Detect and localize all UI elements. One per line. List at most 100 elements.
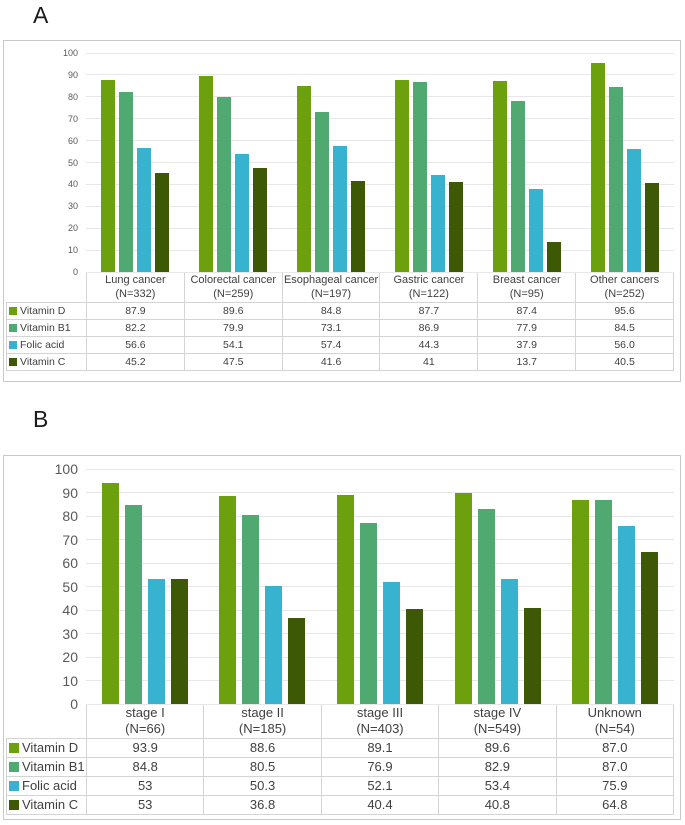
- gridline: [86, 162, 674, 163]
- legend-swatch-vitamin-b1: [9, 324, 17, 332]
- value-cell: 95.6: [575, 302, 674, 320]
- bar-group: [576, 53, 674, 272]
- gridline: [86, 609, 674, 611]
- value-cell: 84.8: [281, 302, 381, 320]
- y-axis-tick-label: 100: [54, 461, 78, 477]
- bar-vitamin-b1: [119, 91, 133, 272]
- gridline: [86, 249, 674, 251]
- legend-cell: Vitamin D: [6, 737, 87, 758]
- y-axis-tick-label: 40: [62, 602, 78, 618]
- legend-series-name: Vitamin B1: [20, 322, 71, 334]
- bar-vitamin-c: [253, 167, 267, 272]
- bar-vitamin-b1: [609, 86, 623, 272]
- bar-vitamin-c: [523, 608, 541, 704]
- bar-vitamin-c: [405, 609, 423, 704]
- legend-cell: Vitamin B1: [6, 756, 87, 777]
- bar-vitamin-d: [591, 62, 605, 272]
- category-header-cell: Colorectal cancer (N=259): [183, 272, 283, 303]
- table-row: Folic acid 56.6 54.1 57.4 44.3 37.9 56.0: [6, 336, 674, 354]
- y-axis-tick-label: 90: [67, 69, 78, 80]
- y-axis-tick-label: 60: [62, 555, 78, 571]
- value-cell: 44.3: [379, 336, 479, 354]
- legend-cell: Vitamin D: [6, 302, 87, 320]
- bar-vitamin-b1: [595, 499, 613, 704]
- legend-swatch-vitamin-b1: [9, 762, 19, 772]
- bar-vitamin-d: [199, 75, 213, 272]
- bar-group: [380, 53, 478, 272]
- value-cell: 87.4: [477, 302, 577, 320]
- table-row: Vitamin B1 84.8 80.5 76.9 82.9 87.0: [6, 756, 675, 777]
- value-cell: 41: [379, 353, 479, 371]
- category-header-cell: Gastric cancer (N=122): [379, 272, 479, 303]
- value-cell: 84.8: [85, 756, 205, 777]
- value-cell: 76.9: [320, 756, 440, 777]
- value-cell: 82.2: [86, 319, 185, 337]
- category-n-count: (N=122): [408, 287, 449, 300]
- value-cell: 75.9: [555, 775, 675, 796]
- category-header-cell: Unknown (N=54): [555, 704, 675, 739]
- bar-vitamin-d: [101, 79, 115, 272]
- category-n-count: (N=332): [115, 287, 156, 300]
- y-axis-tick-label: 90: [62, 484, 78, 501]
- y-axis-tick-label: 50: [62, 578, 78, 595]
- gridline: [86, 271, 674, 273]
- gridline: [86, 74, 674, 76]
- bar-group: [204, 469, 322, 704]
- category-name: Unknown: [587, 705, 642, 720]
- value-cell: 47.5: [183, 353, 283, 371]
- legend-swatch-vitamin-c: [9, 358, 17, 366]
- legend-series-name: Vitamin B1: [22, 759, 85, 774]
- bar-vitamin-d: [454, 493, 472, 704]
- table-corner-cell: [6, 272, 87, 303]
- table-row: Vitamin D 87.9 89.6 84.8 87.7 87.4 95.6: [6, 302, 674, 320]
- bar-vitamin-c: [351, 180, 365, 272]
- bar-vitamin-b1: [124, 504, 142, 704]
- bar-folic-acid: [500, 578, 518, 704]
- category-n-count: (N=259): [213, 287, 254, 300]
- gridline: [86, 586, 674, 587]
- category-n-count: (N=185): [238, 721, 287, 737]
- panel-a-label: A: [33, 2, 49, 28]
- value-cell: 53: [85, 794, 205, 815]
- gridline: [86, 183, 674, 185]
- bar-vitamin-b1: [315, 111, 329, 272]
- bar-vitamin-b1: [511, 101, 525, 272]
- value-cell: 88.6: [203, 737, 322, 758]
- category-name: Colorectal cancer: [190, 273, 277, 286]
- gridline: [86, 96, 674, 98]
- table-header-row: stage I (N=66) stage II (N=185) stage III (N=…: [6, 704, 675, 739]
- y-axis-tick-label: 10: [67, 245, 78, 256]
- category-header-cell: stage II (N=185): [203, 704, 322, 739]
- bar-folic-acid: [382, 581, 400, 704]
- value-cell: 57.4: [281, 336, 381, 354]
- value-cell: 87.0: [555, 756, 675, 777]
- category-header-cell: Breast cancer (N=95): [477, 272, 577, 303]
- bar-vitamin-d: [101, 483, 119, 704]
- category-name: Breast cancer: [492, 273, 561, 286]
- y-axis-tick-label: 100: [62, 48, 78, 58]
- bar-vitamin-c: [645, 183, 659, 272]
- category-name: stage IV: [473, 705, 522, 720]
- legend-cell: Vitamin C: [6, 794, 87, 815]
- value-cell: 89.1: [320, 737, 440, 758]
- bar-folic-acid: [627, 149, 641, 272]
- category-header-cell: Other cancers (N=252): [575, 272, 674, 303]
- value-cell: 40.5: [575, 353, 674, 371]
- value-cell: 87.7: [379, 302, 479, 320]
- value-cell: 87.9: [86, 302, 185, 320]
- bar-vitamin-b1: [477, 509, 495, 704]
- y-axis-tick-label: 20: [62, 649, 78, 665]
- value-cell: 54.1: [183, 336, 283, 354]
- y-axis-tick-label: 0: [70, 696, 78, 712]
- category-header-cell: stage I (N=66): [85, 704, 205, 739]
- table-header-row: Lung cancer (N=332) Colorectal cancer (N=25…: [6, 272, 674, 303]
- bar-folic-acid: [147, 579, 165, 704]
- bar-vitamin-c: [641, 551, 659, 704]
- value-cell: 41.6: [281, 353, 381, 371]
- y-axis-tick-label: 30: [62, 625, 78, 642]
- value-cell: 50.3: [203, 775, 322, 796]
- bar-vitamin-b1: [359, 523, 377, 704]
- gridline: [86, 562, 674, 564]
- legend-cell: Folic acid: [6, 336, 87, 354]
- bar-group: [282, 53, 380, 272]
